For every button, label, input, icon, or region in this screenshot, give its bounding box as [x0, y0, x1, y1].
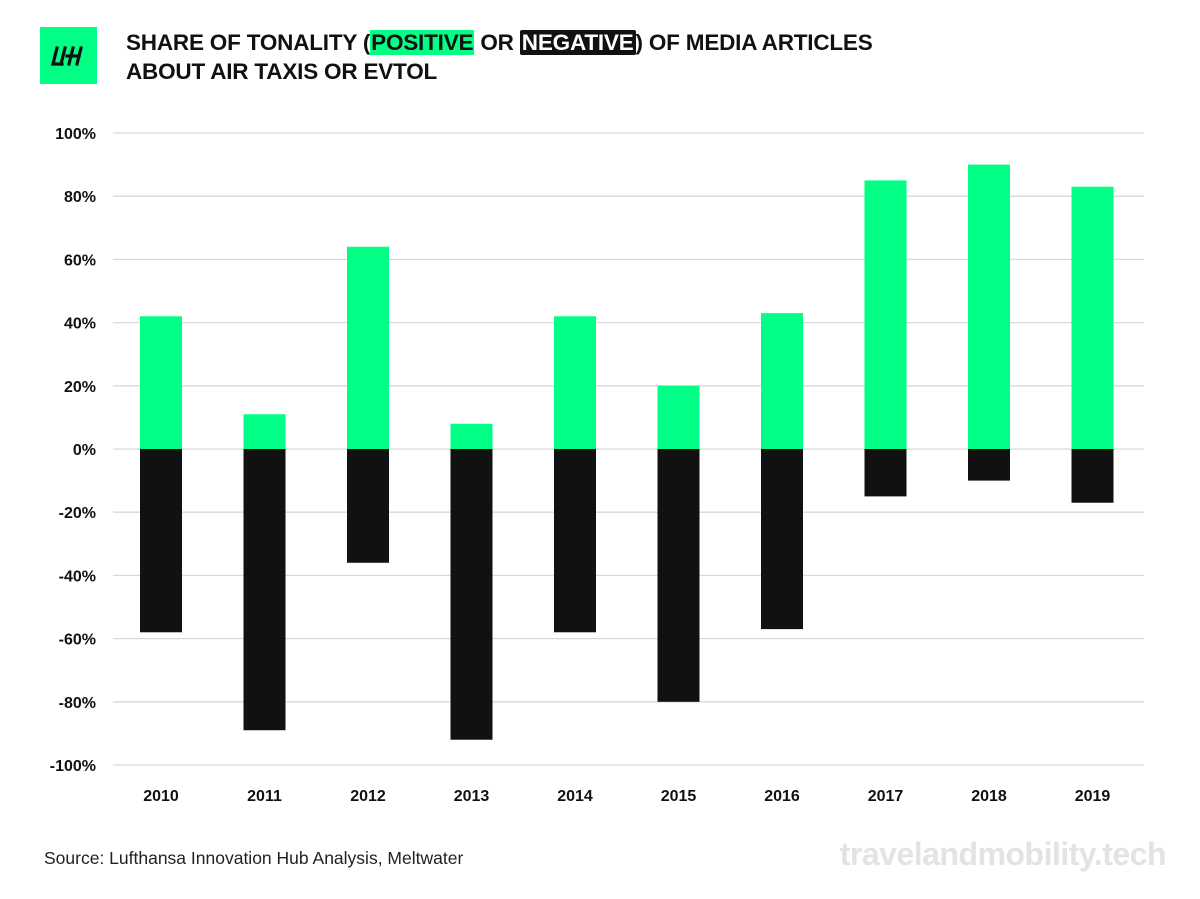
y-tick-label: -100%	[50, 758, 96, 775]
x-tick-label-2016: 2016	[764, 788, 800, 805]
positive-bar-2011	[244, 414, 286, 449]
x-tick-label-2010: 2010	[143, 788, 179, 805]
negative-bar-2011	[244, 449, 286, 730]
y-tick-label: 80%	[64, 189, 96, 206]
y-tick-label: 20%	[64, 379, 96, 396]
positive-bar-2016	[761, 313, 803, 449]
y-tick-label: -60%	[59, 632, 96, 649]
y-tick-label: 0%	[73, 442, 96, 459]
positive-bar-2017	[865, 180, 907, 449]
y-tick-label: -20%	[59, 505, 96, 522]
negative-bar-2018	[968, 449, 1010, 481]
watermark: travelandmobility.tech	[840, 836, 1166, 873]
x-tick-label-2019: 2019	[1075, 788, 1111, 805]
y-tick-label: -40%	[59, 568, 96, 585]
x-tick-label-2012: 2012	[350, 788, 386, 805]
x-axis-ticks: 2010 2011 2012 2013 2014 2015 2016 2017 2018 2019	[143, 788, 1110, 805]
y-tick-label: 40%	[64, 316, 96, 333]
negative-bar-2010	[140, 449, 182, 632]
positive-bar-2013	[451, 424, 493, 449]
negative-bar-2012	[347, 449, 389, 563]
negative-bar-2017	[865, 449, 907, 496]
positive-bar-2014	[554, 316, 596, 449]
x-tick-label-2011: 2011	[247, 788, 282, 805]
positive-bar-2010	[140, 316, 182, 449]
positive-bar-2012	[347, 247, 389, 449]
positive-bar-2018	[968, 165, 1010, 449]
y-axis-ticks: 100% 80% 60% 40% 20% 0% -20% -40% -60% -80% -100%	[50, 126, 96, 775]
positive-bar-2015	[658, 386, 700, 449]
bar-chart: 100%80%60%40%20%0%-20%-40%-60%-80%-100% …	[0, 0, 1200, 899]
positive-bar-2019	[1072, 187, 1114, 449]
x-tick-label-2018: 2018	[971, 788, 1007, 805]
negative-bar-2013	[451, 449, 493, 740]
source-note: Source: Lufthansa Innovation Hub Analysi…	[44, 848, 463, 869]
negative-bar-2019	[1072, 449, 1114, 503]
y-tick-label: -80%	[59, 695, 96, 712]
negative-bar-2014	[554, 449, 596, 632]
negative-bar-2015	[658, 449, 700, 702]
x-tick-label-2014: 2014	[557, 788, 593, 805]
x-tick-label-2017: 2017	[868, 788, 904, 805]
negative-bar-2016	[761, 449, 803, 629]
bars	[140, 165, 1114, 740]
x-tick-label-2013: 2013	[454, 788, 490, 805]
x-tick-label-2015: 2015	[661, 788, 697, 805]
y-tick-label: 60%	[64, 252, 96, 269]
y-tick-label: 100%	[55, 126, 96, 143]
